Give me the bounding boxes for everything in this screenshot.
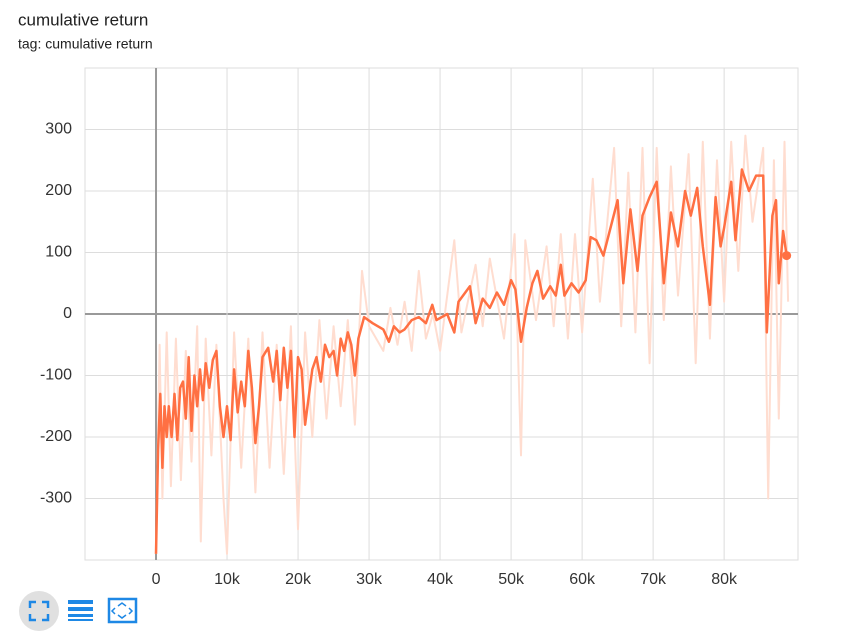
grid: -300 -200 -100 0 100 200 300 0 10k 20k 30k 40k 50k 60… [40,67,799,588]
y-tick-label: 300 [45,121,72,138]
marks [154,134,792,555]
last-point [782,251,792,261]
fit-domain-icon[interactable] [107,597,138,624]
log-toggle-icon[interactable] [68,600,93,621]
fullscreen-icon [28,600,50,622]
y-tick-label: 200 [45,182,72,199]
smoothed-line [154,168,788,554]
x-tick-label: 20k [285,571,312,588]
y-tick-label: -200 [40,428,72,445]
raw-line [155,134,790,555]
x-tick-label: 80k [711,571,738,588]
toolbar [19,591,138,631]
y-tick-label: -100 [40,367,72,384]
x-tick-label: 50k [498,571,525,588]
chart-subtitle: tag: cumulative return [18,36,153,52]
y-tick-label: 0 [63,305,72,322]
x-tick-label: 0 [152,571,161,588]
y-tick-label: -300 [40,490,72,507]
x-tick-label: 70k [640,571,667,588]
x-tick-label: 60k [569,571,596,588]
x-tick-label: 10k [214,571,241,588]
x-tick-label: 40k [427,571,454,588]
x-tick-label: 30k [356,571,383,588]
fullscreen-button[interactable] [19,591,59,631]
y-tick-label: 100 [45,244,72,261]
chart-title: cumulative return [18,10,148,29]
